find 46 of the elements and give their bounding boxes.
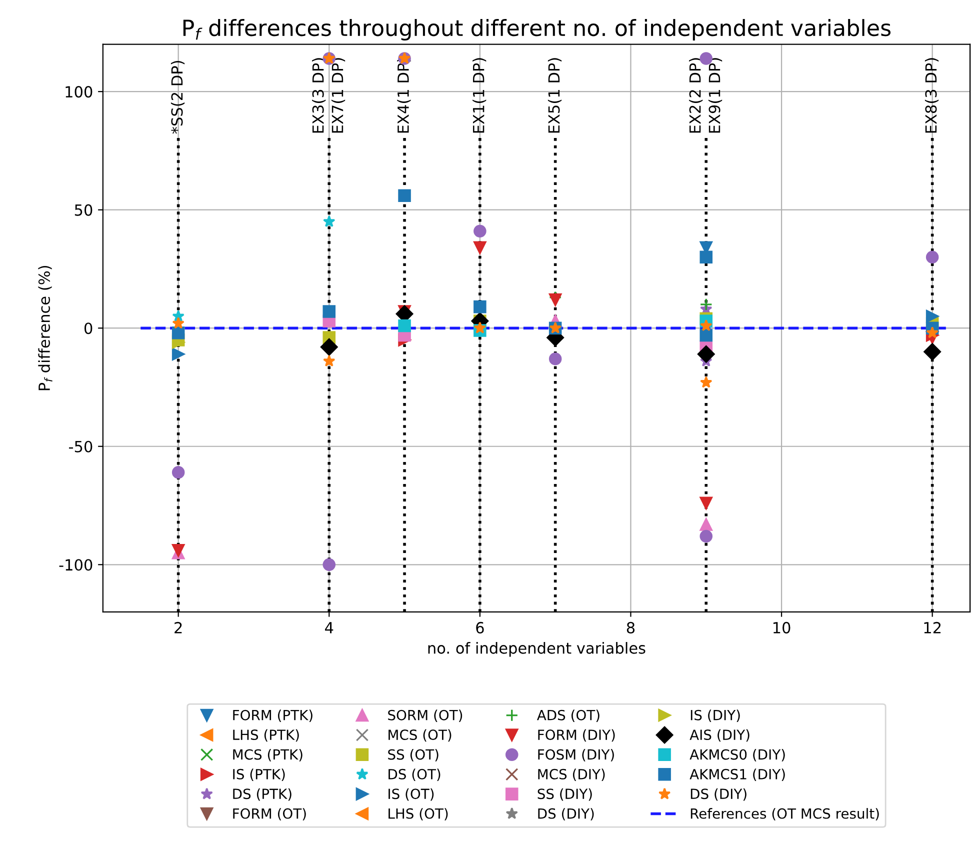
ref-line-label: *SS(2 DP)	[170, 60, 185, 134]
legend-label: SORM (OT)	[388, 710, 462, 722]
x-tick-label: 10	[773, 622, 790, 634]
y-tick-label: -50	[69, 440, 92, 452]
x-tick-label: 4	[325, 622, 334, 634]
legend-label: DS (DIY)	[690, 788, 746, 801]
legend-label: FORM (OT)	[233, 808, 306, 820]
legend-label: SS (OT)	[388, 748, 438, 762]
legend-label: LHS (PTK)	[233, 729, 299, 742]
legend-label: MCS (DIY)	[538, 768, 605, 782]
chart-title: P$_{f}$ differences throughout different no. of independent variables	[183, 19, 891, 41]
ref-line-label: EX8(3 DP)	[924, 58, 939, 133]
x-axis-title: no. of independent variables	[428, 642, 646, 657]
x-tick-label: 8	[626, 622, 635, 634]
legend-label: IS (PTK)	[233, 768, 285, 782]
legend-label: FORM (DIY)	[538, 729, 615, 742]
legend-label: FOSM (DIY)	[538, 748, 614, 762]
legend-label: DS (PTK)	[233, 788, 292, 801]
legend-label: IS (OT)	[388, 788, 434, 801]
y-tick-label: 50	[74, 204, 92, 216]
y-tick-label: 100	[66, 86, 92, 98]
ref-line-label: EX2(2 DP)	[689, 58, 703, 133]
legend-label: DS (DIY)	[538, 808, 594, 820]
y-tick-label: -100	[59, 559, 92, 571]
legend-label: FORM (PTK)	[233, 710, 312, 722]
x-tick-label: 6	[476, 622, 484, 634]
legend-label: IS (DIY)	[690, 710, 740, 722]
legend-label: MCS (PTK)	[233, 748, 302, 762]
y-axis-title: P$_{f}$ difference (%)	[38, 266, 52, 390]
ref-line-label: EX1(1 DP)	[472, 58, 486, 133]
legend-label: DS (OT)	[388, 768, 440, 782]
ref-line-label: EX5(1 DP)	[548, 58, 562, 133]
legend-label: LHS (OT)	[388, 808, 448, 820]
legend-label: References (OT MCS result)	[690, 808, 879, 820]
legend-label: SS (DIY)	[538, 788, 592, 801]
x-tick-label: 2	[174, 622, 182, 634]
legend-label: AIS (DIY)	[690, 729, 750, 742]
annotation: EX9(1 DP)	[708, 58, 722, 133]
x-tick-label: 12	[924, 622, 941, 634]
legend-label: ADS (OT)	[536, 710, 600, 722]
legend-label: MCS (OT)	[388, 729, 452, 742]
legend-label: AKMCS1 (DIY)	[690, 768, 785, 782]
ref-line-label: EX3(3 DP)	[312, 58, 326, 133]
annotation: EX7(1 DP)	[331, 58, 346, 133]
y-tick-label: 0	[84, 322, 92, 334]
legend-label: AKMCS0 (DIY)	[690, 748, 785, 762]
